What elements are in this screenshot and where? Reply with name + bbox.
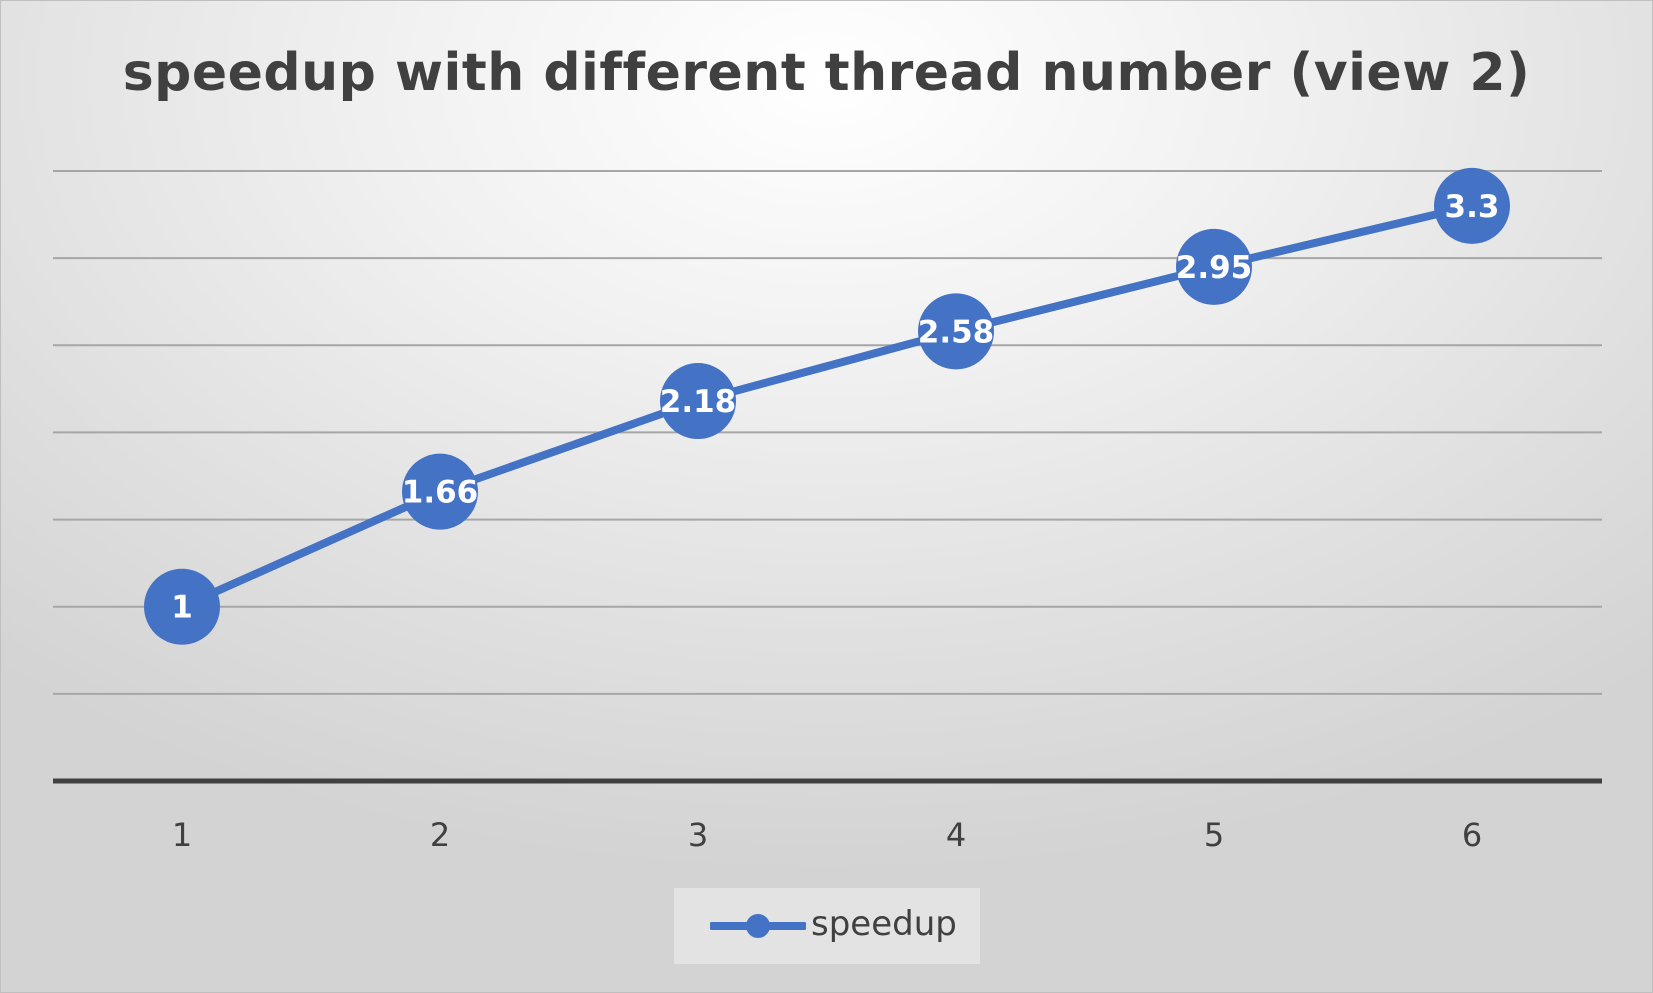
legend-marker-icon xyxy=(710,914,806,938)
x-tick-label: 5 xyxy=(1204,816,1224,854)
series-line-layer xyxy=(178,201,1476,611)
legend: speedup xyxy=(674,888,980,964)
data-point xyxy=(1176,228,1252,305)
x-tick-label: 6 xyxy=(1462,816,1482,854)
series-line xyxy=(178,201,1476,611)
x-tick-label: 3 xyxy=(688,816,708,854)
data-label: 2.18 xyxy=(660,384,737,420)
data-point xyxy=(402,453,478,530)
data-label: 2.58 xyxy=(918,314,995,350)
x-tick-label: 1 xyxy=(172,816,192,854)
x-tick-label: 2 xyxy=(430,816,450,854)
legend-label: speedup xyxy=(811,904,957,944)
data-label: 1 xyxy=(171,590,193,626)
data-label: 1.66 xyxy=(402,475,479,511)
data-point xyxy=(918,293,994,370)
chart-title: speedup with different thread number (vi… xyxy=(122,43,1531,103)
x-axis: 1 2 3 4 5 6 xyxy=(53,778,1602,854)
x-tick-label: 4 xyxy=(946,816,966,854)
data-point xyxy=(144,568,220,645)
data-point xyxy=(660,363,736,440)
data-markers: 1 1.66 2.18 2.58 2.95 3.3 xyxy=(144,167,1510,645)
gridlines xyxy=(53,170,1602,695)
data-label: 3.3 xyxy=(1445,189,1500,225)
data-label: 2.95 xyxy=(1176,250,1253,286)
data-point xyxy=(1434,167,1510,244)
